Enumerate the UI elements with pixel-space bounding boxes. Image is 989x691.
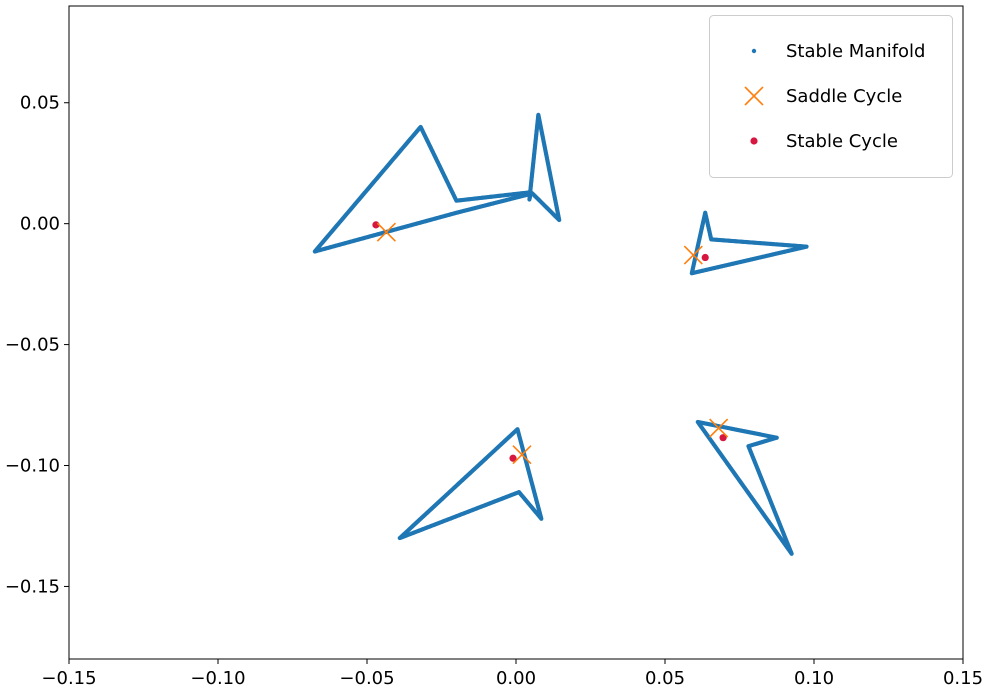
legend-box (709, 15, 953, 178)
stable-cycle-point (719, 434, 727, 442)
y-tick-label: −0.05 (5, 335, 60, 356)
legend-label-saddle-cycle: Saddle Cycle (786, 86, 902, 107)
x-tick-label: −0.10 (190, 668, 245, 689)
x-tick-label: −0.05 (339, 668, 394, 689)
x-axis: −0.15 −0.10 −0.05 0.00 0.05 0.10 0.15 (41, 659, 983, 689)
y-tick-label: −0.15 (5, 576, 60, 597)
x-tick-label: −0.15 (41, 668, 96, 689)
x-tick-label: 0.15 (943, 668, 983, 689)
legend-label-stable-manifold: Stable Manifold (786, 41, 925, 62)
manifold-point (696, 420, 701, 426)
legend-marker-stable-cycle (750, 137, 758, 145)
x-tick-label: 0.05 (645, 668, 685, 689)
saddle-cycle-point (683, 245, 703, 265)
y-tick-label: 0.05 (20, 93, 60, 114)
legend-marker-saddle-cycle (744, 86, 764, 106)
stable-manifold-series (312, 112, 809, 556)
manifold-point (702, 211, 708, 217)
x-tick-label: 0.00 (496, 668, 536, 689)
manifold-loop (397, 427, 544, 541)
legend-label-stable-cycle: Stable Cycle (786, 131, 898, 152)
legend: Stable Manifold Saddle Cycle Stable Cycl… (709, 15, 953, 178)
manifold-point (515, 428, 520, 433)
saddle-cycle-point (376, 222, 396, 242)
legend-x (744, 86, 764, 106)
saddle-cycle-point (512, 445, 532, 465)
y-tick-label: −0.10 (5, 456, 60, 477)
manifold-loop (695, 419, 794, 556)
manifold-point (417, 125, 422, 131)
stable-cycle-point (509, 454, 517, 462)
stable-cycle-series (372, 221, 727, 462)
manifold-loop (689, 210, 809, 276)
saddle-cycle-point (709, 418, 729, 438)
stable-cycle-point (701, 253, 709, 262)
legend-dot (751, 48, 757, 54)
legend-marker-stable-manifold (751, 48, 757, 54)
saddle-cycle-series (376, 222, 729, 465)
y-axis: 0.05 0.00 −0.05 −0.10 −0.15 (5, 93, 69, 597)
legend-circle (750, 137, 758, 145)
x-tick-label: 0.10 (794, 668, 834, 689)
manifold-loop (312, 112, 562, 254)
y-tick-label: 0.00 (20, 214, 60, 235)
